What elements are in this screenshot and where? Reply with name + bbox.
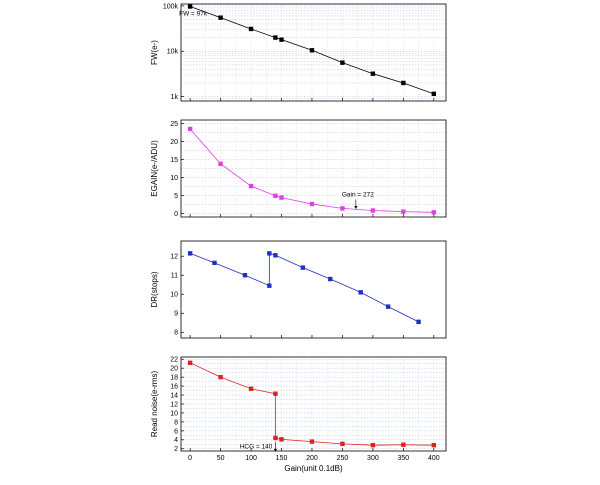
x-tick-label: 0 <box>188 455 192 462</box>
data-point <box>187 4 193 9</box>
data-point <box>309 201 315 207</box>
data-point <box>385 304 391 309</box>
y-tick-label: 8 <box>174 330 178 337</box>
x-tick-label: 200 <box>306 455 318 462</box>
chart-panel-1: 1k 10k 100k FW(e-) FW = 97k <box>150 3 447 102</box>
y-tick-label: 12 <box>170 401 178 408</box>
y-tick-label: 12 <box>170 254 178 261</box>
plot-frame <box>180 119 447 218</box>
data-point <box>431 210 437 215</box>
y-tick-label: 1k <box>171 94 179 101</box>
y-tick-label: 20 <box>170 139 178 146</box>
data-point <box>416 319 421 325</box>
y-axis-label: EGAIN(e-/ADU) <box>150 140 159 197</box>
data-point <box>401 442 406 447</box>
data-point <box>248 183 254 189</box>
data-point <box>273 391 278 396</box>
data-point <box>218 161 223 167</box>
y-tick-label: 10 <box>170 175 178 182</box>
plot-frame <box>180 3 447 102</box>
y-tick-label: 20 <box>170 366 178 373</box>
data-point <box>187 126 193 132</box>
y-tick-label: 4 <box>174 437 178 444</box>
data-point <box>300 265 306 270</box>
data-point <box>242 273 248 278</box>
y-tick-label: 8 <box>174 419 178 426</box>
y-tick-label: 14 <box>170 392 178 399</box>
annotation-label: Gain = 272 <box>342 191 374 198</box>
x-tick-label: 400 <box>428 455 440 462</box>
data-point <box>401 209 406 214</box>
data-point <box>212 260 217 266</box>
annotation-arrowhead <box>354 205 358 209</box>
data-point <box>273 253 278 258</box>
annotation-arrowhead <box>273 448 278 452</box>
y-tick-label: 22 <box>170 357 178 364</box>
data-point <box>309 48 315 53</box>
data-point <box>431 442 437 448</box>
y-tick-label: 100k <box>163 3 179 10</box>
annotation-label: HCG = 140 <box>240 443 273 450</box>
x-tick-label: 300 <box>367 455 379 462</box>
series-line <box>189 128 434 213</box>
data-point <box>273 193 278 199</box>
data-point <box>279 37 284 42</box>
data-point <box>401 80 406 86</box>
y-tick-label: 2 <box>174 446 178 453</box>
data-point <box>187 251 193 256</box>
x-axis-label: Gain(unit 0.1dB) <box>284 464 343 473</box>
data-point <box>218 374 223 380</box>
data-point <box>328 276 333 282</box>
x-tick-label: 100 <box>245 455 257 462</box>
y-tick-label: 10k <box>167 49 179 56</box>
x-tick-label: 50 <box>217 455 225 462</box>
data-point <box>248 26 254 32</box>
data-point <box>340 206 345 211</box>
y-tick-label: 11 <box>171 273 178 280</box>
data-point <box>218 15 223 20</box>
y-tick-label: 10 <box>170 292 178 299</box>
data-point <box>370 208 376 213</box>
data-point <box>370 71 376 76</box>
plot-frame <box>180 240 447 339</box>
data-point <box>309 439 315 444</box>
data-point <box>267 251 272 256</box>
series-line <box>190 6 434 95</box>
y-tick-label: 10 <box>170 410 178 417</box>
y-tick-label: 15 <box>170 157 178 164</box>
x-tick-label: 350 <box>398 455 410 462</box>
x-tick-label: 150 <box>276 455 288 462</box>
series-line <box>189 252 419 323</box>
y-tick-label: 5 <box>174 193 178 200</box>
data-point <box>273 35 278 40</box>
data-point <box>273 435 278 441</box>
y-tick-label: 25 <box>170 121 178 128</box>
y-axis-label: Read noise(e-rms) <box>150 371 159 438</box>
data-point <box>187 360 193 366</box>
data-point <box>431 91 437 97</box>
data-point <box>279 195 284 200</box>
data-point <box>358 290 363 295</box>
data-point <box>267 283 272 288</box>
data-point <box>370 442 376 448</box>
data-point <box>340 60 345 65</box>
data-point <box>248 386 254 391</box>
data-point <box>279 437 284 442</box>
y-axis-label: DR(stops) <box>150 271 159 307</box>
y-tick-label: 18 <box>170 375 178 382</box>
data-point <box>340 441 345 447</box>
y-tick-label: 9 <box>174 311 178 318</box>
chart-panel-3: 8 9 10 11 12 DR(stops) <box>150 240 447 339</box>
y-tick-label: 16 <box>170 383 178 390</box>
y-tick-label: 6 <box>174 428 178 435</box>
chart-panel-2: 0 5 10 15 20 25 EGAIN(e-/ADU) Gain = 272 <box>150 119 447 218</box>
x-tick-label: 250 <box>337 455 349 462</box>
y-tick-label: 0 <box>174 211 178 218</box>
annotation-label: FW = 97k <box>179 10 208 17</box>
y-axis-label: FW(e-) <box>150 40 159 65</box>
